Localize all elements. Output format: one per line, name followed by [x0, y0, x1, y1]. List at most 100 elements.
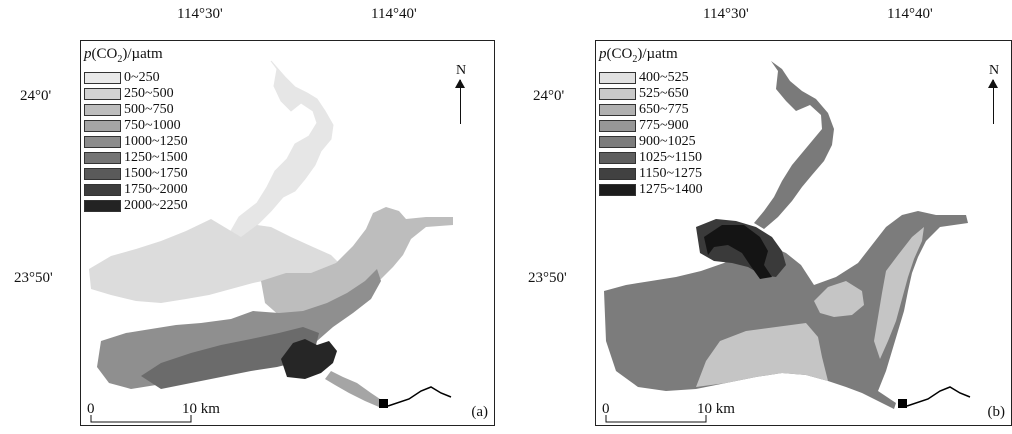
legend-label: 525~650: [639, 86, 689, 101]
legend-label: 650~775: [639, 102, 689, 117]
legend-label: 1000~1250: [124, 134, 188, 149]
downstream-river-b: [906, 386, 971, 407]
legend-swatch: [84, 120, 121, 132]
north-label: N: [988, 63, 1000, 78]
legend-item: 1025~1150: [599, 150, 703, 166]
reservoir-map-a: [89, 60, 453, 408]
north-arrow-shaft: [993, 80, 994, 124]
region-a-inner-band: [97, 269, 381, 389]
scale-ten: 10 km: [697, 401, 735, 417]
region-a-mid-band: [261, 207, 453, 317]
legend-item: 2000~2250: [84, 198, 188, 214]
legend-label: 750~1000: [124, 118, 181, 133]
legend-label: 400~525: [639, 70, 689, 85]
legend-label: 1275~1400: [639, 182, 703, 197]
legend-item: 900~1025: [599, 134, 703, 150]
lon-tick-a-2: 114°40': [371, 6, 417, 22]
legend-swatch: [84, 88, 121, 100]
lat-tick-a-2: 23°50': [14, 270, 53, 286]
lon-tick-a-1: 114°30': [177, 6, 223, 22]
legend-label: 2000~2250: [124, 198, 188, 213]
legend-item: 500~750: [84, 102, 188, 118]
legend-swatch: [84, 184, 121, 196]
legend-item: 1150~1275: [599, 166, 703, 182]
legend-swatch: [599, 72, 636, 84]
legend-b: p(CO2)/µatm 400~525 525~650 650~775 775~…: [599, 45, 703, 198]
scale-line: [90, 415, 192, 423]
legend-a-items: 0~250 250~500 500~750 750~1000 1000~1250…: [84, 70, 188, 214]
scale-bar-b: 0 10 km: [602, 401, 742, 425]
legend-label: 1150~1275: [639, 166, 703, 181]
legend-swatch: [599, 136, 636, 148]
legend-item: 775~900: [599, 118, 703, 134]
dam-marker-b: [898, 399, 907, 408]
panel-label-a: (a): [471, 404, 488, 420]
lon-tick-b-1: 114°30': [703, 6, 749, 22]
north-arrow-a: N: [451, 63, 471, 133]
lat-tick-a-1: 24°0': [20, 88, 52, 104]
legend-swatch: [599, 168, 636, 180]
map-panel-b: p(CO2)/µatm 400~525 525~650 650~775 775~…: [595, 40, 1012, 426]
region-b-east-arm: [874, 227, 924, 359]
legend-label: 900~1025: [639, 134, 696, 149]
map-panel-a: p(CO2)/µatm 0~250 250~500 500~750 750~10…: [80, 40, 495, 426]
legend-swatch: [599, 120, 636, 132]
region-b-south-light: [696, 323, 828, 387]
scale-zero: 0: [87, 401, 95, 417]
scale-ten: 10 km: [182, 401, 220, 417]
region-b-main-body: [604, 211, 968, 409]
region-a-north-arm: [230, 60, 334, 238]
legend-swatch: [599, 152, 636, 164]
panel-label-b: (b): [987, 404, 1006, 420]
region-b-north-arm: [754, 61, 834, 229]
region-a-dark-zone: [141, 327, 319, 389]
legend-swatch: [599, 184, 636, 196]
scale-zero: 0: [602, 401, 610, 417]
scale-bar-a: 0 10 km: [87, 401, 227, 425]
legend-item: 250~500: [84, 86, 188, 102]
legend-item: 1275~1400: [599, 182, 703, 198]
legend-label: 1025~1150: [639, 150, 703, 165]
region-b-darkest-ring: [704, 225, 772, 279]
legend-item: 650~775: [599, 102, 703, 118]
region-a-outflow: [325, 371, 383, 407]
legend-label: 1750~2000: [124, 182, 188, 197]
legend-item: 1750~2000: [84, 182, 188, 198]
scale-line: [605, 415, 707, 423]
region-b-east-light: [814, 281, 864, 317]
region-a-nw-band: [89, 219, 343, 303]
legend-title-a: p(CO2)/µatm: [84, 46, 163, 65]
legend-title-b: p(CO2)/µatm: [599, 46, 678, 65]
reservoir-map-b: [604, 61, 971, 409]
legend-swatch: [84, 152, 121, 164]
legend-label: 500~750: [124, 102, 174, 117]
legend-swatch: [84, 168, 121, 180]
lon-tick-b-2: 114°40': [887, 6, 933, 22]
legend-swatch: [84, 200, 121, 212]
legend-swatch: [84, 104, 121, 116]
legend-swatch: [84, 136, 121, 148]
lat-tick-b-2: 23°50': [528, 270, 567, 286]
legend-label: 0~250: [124, 70, 160, 85]
north-arrow-b: N: [984, 63, 1004, 133]
dam-marker-a: [379, 399, 388, 408]
legend-swatch: [599, 104, 636, 116]
legend-item: 1250~1500: [84, 150, 188, 166]
legend-label: 250~500: [124, 86, 174, 101]
legend-label: 1250~1500: [124, 150, 188, 165]
legend-item: 1500~1750: [84, 166, 188, 182]
legend-item: 1000~1250: [84, 134, 188, 150]
legend-item: 0~250: [84, 70, 188, 86]
region-a-darkest-patch: [281, 339, 337, 379]
north-label: N: [455, 63, 467, 78]
legend-item: 750~1000: [84, 118, 188, 134]
legend-b-items: 400~525 525~650 650~775 775~900 900~1025…: [599, 70, 703, 198]
legend-label: 775~900: [639, 118, 689, 133]
legend-a: p(CO2)/µatm 0~250 250~500 500~750 750~10…: [84, 45, 188, 214]
legend-swatch: [84, 72, 121, 84]
legend-swatch: [599, 88, 636, 100]
legend-item: 400~525: [599, 70, 703, 86]
legend-label: 1500~1750: [124, 166, 188, 181]
legend-item: 525~650: [599, 86, 703, 102]
downstream-river-a: [387, 386, 452, 407]
